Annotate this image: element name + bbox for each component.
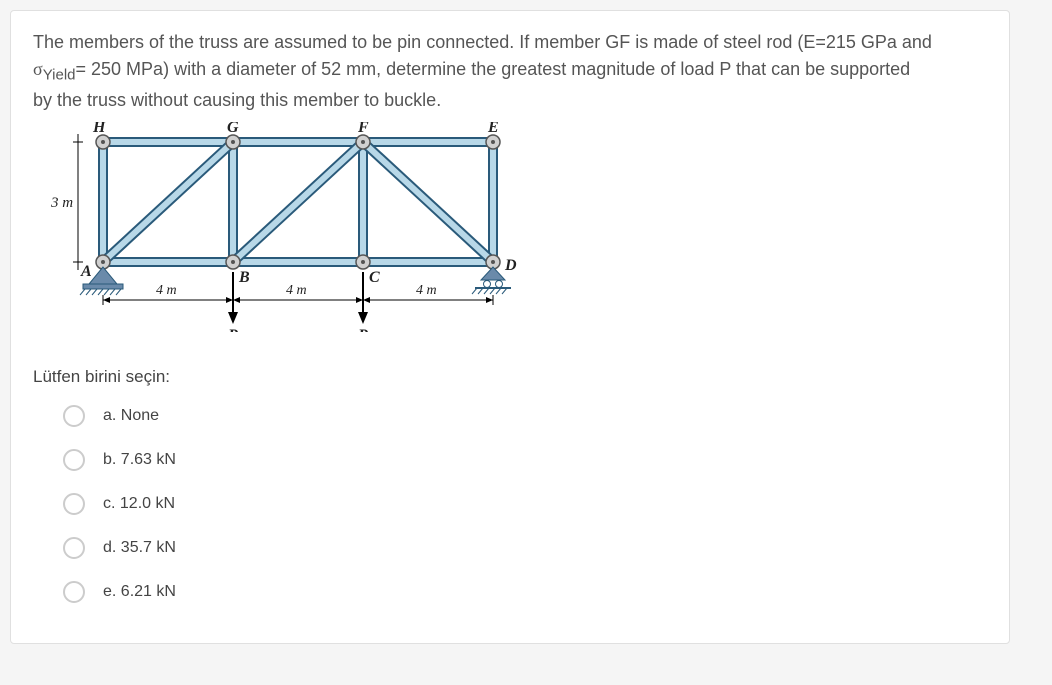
q-sub: Yield (43, 67, 76, 84)
option-c[interactable]: c. 12.0 kN (63, 493, 987, 515)
svg-text:E: E (487, 122, 499, 136)
options-list: a. None b. 7.63 kN c. 12.0 kN d. 35.7 kN… (33, 405, 987, 603)
radio-icon (63, 537, 85, 559)
svg-text:G: G (227, 122, 239, 136)
svg-text:H: H (92, 122, 106, 136)
option-label: d. 35.7 kN (103, 539, 176, 557)
svg-text:B: B (238, 269, 250, 286)
option-d[interactable]: d. 35.7 kN (63, 537, 987, 559)
svg-text:C: C (369, 269, 380, 286)
choose-prompt: Lütfen birini seçin: (33, 367, 987, 387)
svg-text:F: F (357, 122, 369, 136)
option-a[interactable]: a. None (63, 405, 987, 427)
svg-text:3 m: 3 m (50, 195, 73, 211)
q-line2: = 250 MPa) with a diameter of 52 mm, det… (76, 59, 911, 79)
question-card: The members of the truss are assumed to … (10, 10, 1010, 644)
option-label: c. 12.0 kN (103, 495, 175, 513)
svg-text:4 m: 4 m (286, 283, 307, 298)
svg-text:4 m: 4 m (156, 283, 177, 298)
option-label: b. 7.63 kN (103, 451, 176, 469)
svg-text:P: P (227, 327, 238, 332)
radio-icon (63, 493, 85, 515)
option-label: a. None (103, 407, 159, 425)
question-text: The members of the truss are assumed to … (33, 29, 987, 114)
truss-diagram: 3 m 4 m 4 m 4 m P P H G F E A B C D (33, 122, 987, 337)
q-sigma: σ (33, 59, 43, 79)
svg-text:4 m: 4 m (416, 283, 437, 298)
option-label: e. 6.21 kN (103, 583, 176, 601)
option-e[interactable]: e. 6.21 kN (63, 581, 987, 603)
radio-icon (63, 581, 85, 603)
option-b[interactable]: b. 7.63 kN (63, 449, 987, 471)
radio-icon (63, 405, 85, 427)
svg-text:P: P (357, 327, 368, 332)
q-line1: The members of the truss are assumed to … (33, 32, 932, 52)
q-line3: by the truss without causing this member… (33, 90, 441, 110)
radio-icon (63, 449, 85, 471)
svg-text:A: A (80, 263, 92, 280)
svg-text:D: D (504, 257, 517, 274)
